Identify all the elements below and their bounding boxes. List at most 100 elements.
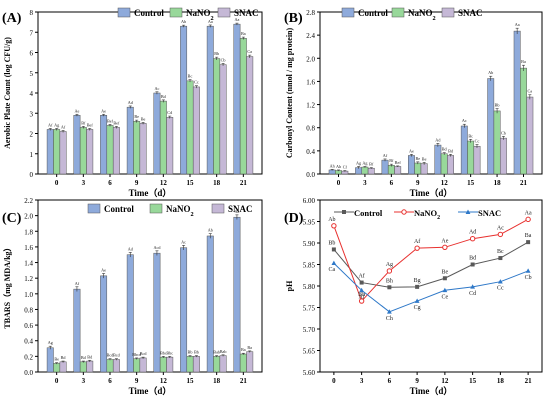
significance-label: Be <box>415 156 420 161</box>
x-tick-label: 15 <box>469 377 477 385</box>
significance-label: Ac <box>154 86 159 91</box>
x-tick-label: 21 <box>240 179 248 187</box>
significance-label: Bef <box>113 120 120 125</box>
plot-frame <box>37 11 263 175</box>
significance-label: Cd <box>167 110 173 115</box>
bar-control-15 <box>180 247 188 373</box>
bar-nano2-18 <box>213 58 221 175</box>
bar-nano2-15 <box>186 356 194 373</box>
significance-label: Bef <box>87 122 94 127</box>
point-nano2 <box>469 236 476 242</box>
point-label: Ce <box>442 294 449 300</box>
panel-label: (D) <box>284 211 304 226</box>
bar-snac-9 <box>420 163 428 175</box>
legend-label-control: Control <box>134 8 164 18</box>
bar-snac-6 <box>394 166 402 175</box>
x-tick-label: 21 <box>525 377 533 385</box>
significance-label: Bb <box>194 350 199 355</box>
significance-label: Bc <box>188 74 193 79</box>
significance-label: Bef <box>395 160 402 165</box>
plot-frame <box>319 11 543 175</box>
significance-label: Ae <box>74 108 79 113</box>
x-tick-label: 12 <box>160 377 168 385</box>
x-axis-label: Time（d） <box>129 386 172 396</box>
point-label: Af <box>414 238 420 245</box>
y-tick-label: 5.60 <box>303 369 316 377</box>
significance-label: Bab <box>220 349 227 354</box>
significance-label: Ag <box>54 122 60 127</box>
significance-label: Bcd <box>107 353 115 358</box>
bar-control-9 <box>408 155 415 175</box>
bar-nano2-18 <box>493 110 501 175</box>
significance-label: Bd <box>161 94 167 99</box>
legend-marker <box>342 210 346 214</box>
y-tick-label: 2.4 <box>306 32 315 40</box>
bar-snac-15 <box>192 356 200 373</box>
bar-control-0 <box>328 169 336 175</box>
bar-control-18 <box>487 78 495 175</box>
significance-label: Ad <box>128 246 134 251</box>
bar-snac-18 <box>219 355 227 373</box>
point-label: Bg <box>414 278 421 284</box>
bar-control-12 <box>153 92 161 175</box>
significance-label: Ad <box>128 100 134 105</box>
legend-swatch <box>169 7 183 18</box>
bar-snac-21 <box>246 351 254 373</box>
bar-nano2-0 <box>53 363 61 373</box>
y-tick-label: 5.80 <box>303 283 316 291</box>
point-label: Ac <box>497 225 504 231</box>
bar-snac-21 <box>526 96 534 175</box>
point-snac <box>470 284 476 289</box>
bar-nano2-21 <box>239 353 247 373</box>
y-tick-label: 1.0 <box>24 291 33 299</box>
bar-nano2-21 <box>520 67 527 175</box>
bar-nano2-21 <box>239 38 247 175</box>
bar-control-21 <box>233 23 241 175</box>
point-label: Bh <box>358 292 365 298</box>
legend-swatch <box>211 203 225 214</box>
point-control <box>498 256 503 261</box>
y-tick-label: 0.2 <box>24 353 33 361</box>
significance-label: Bcd <box>113 353 121 358</box>
x-tick-label: 3 <box>82 377 86 385</box>
bar-snac-3 <box>367 167 375 175</box>
bar-snac-18 <box>219 64 227 175</box>
y-tick-label: 0.4 <box>24 338 33 346</box>
bar-control-21 <box>233 216 241 373</box>
x-tick-label: 15 <box>467 179 475 187</box>
bar-nano2-12 <box>159 356 167 373</box>
legend-label-snac: SNAC <box>228 204 253 214</box>
significance-label: Ag <box>48 340 54 345</box>
y-tick-label: 5.65 <box>303 348 316 356</box>
y-tick-label: 0.0 <box>306 171 315 179</box>
significance-label: Bef <box>107 118 114 123</box>
point-snac <box>386 309 392 314</box>
panel-d: (D) 5.60 5.65 5.70 5.75 5.80 5.85 5.90 5.95 6.00 p… <box>284 197 543 396</box>
bar-nano2-12 <box>159 100 167 175</box>
y-tick-label: 1.6 <box>24 244 33 252</box>
point-label: Ba <box>525 233 532 239</box>
y-axis-label: TBARS（mg MDA/kg） <box>2 243 12 328</box>
point-label: Bh <box>386 278 393 284</box>
significance-label: Ca <box>247 49 252 54</box>
y-tick-label: 0.8 <box>306 125 315 133</box>
significance-label: Ae <box>101 108 106 113</box>
x-tick-label: 6 <box>108 179 112 187</box>
significance-label: Aa <box>234 17 239 22</box>
x-tick-label: 12 <box>160 179 168 187</box>
significance-label: Ag <box>356 160 362 165</box>
point-control <box>470 262 475 267</box>
significance-label: Ba <box>521 59 526 64</box>
y-tick-label: 5.85 <box>303 262 316 270</box>
significance-label: Bb <box>188 350 193 355</box>
point-snac <box>525 268 531 273</box>
bar-nano2-3 <box>79 361 87 373</box>
significance-label: Ba <box>241 347 246 352</box>
y-tick-label: 6.00 <box>303 197 316 205</box>
y-tick-label: 5.90 <box>303 240 316 248</box>
point-nano2 <box>442 244 448 251</box>
bar-nano2-3 <box>361 166 369 175</box>
y-axis-label: Aerobic Plate Count (log CFU/g) <box>3 37 12 149</box>
significance-label: Bb <box>214 51 219 56</box>
